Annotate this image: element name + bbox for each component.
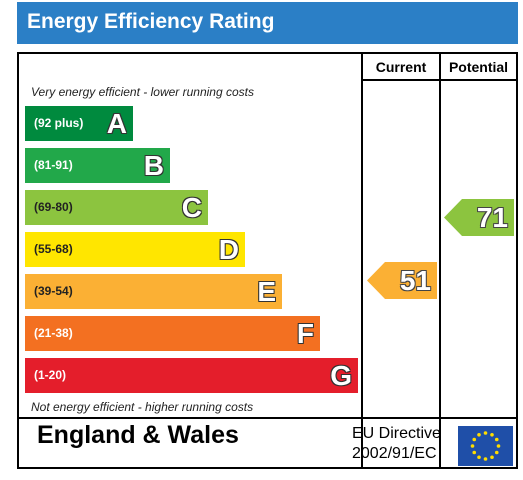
eu-star-icon [477,432,481,437]
potential-rating-arrow: 71 [444,199,514,236]
band-f: (21-38) F [25,316,320,351]
band-letter: A [106,108,127,139]
eu-flag-icon [458,426,513,466]
band-b: (81-91) B [25,148,170,183]
band-range-label: (69-80) [34,200,73,214]
potential-column-header: Potential [448,59,509,75]
divider-current [361,54,363,467]
eu-star-icon [496,444,501,448]
band-range-label: (39-54) [34,284,73,298]
band-a: (92 plus) A [25,106,133,141]
current-rating-value: 51 [399,265,431,296]
potential-arrow-shape [444,199,514,236]
current-arrow-shape [367,262,437,299]
current-column-header: Current [375,59,427,75]
directive-line-2: 2002/91/EC [352,445,437,462]
band-e: (39-54) E [25,274,282,309]
eu-directive: EU Directive 2002/91/EC [352,424,441,464]
band-letter: F [296,318,314,349]
divider-potential [439,54,441,467]
band-range-label: (21-38) [34,326,73,340]
eu-star-icon [472,450,477,455]
band-range-label: (81-91) [34,158,73,172]
bottom-caption: Not energy efficient - higher running co… [31,400,254,414]
top-caption: Very energy efficient - lower running co… [31,85,254,99]
eu-star-icon [470,444,475,448]
band-g: (1-20) G [25,358,358,393]
band-range-label: (55-68) [34,242,73,256]
rating-frame: Current Potential Very energy efficient … [17,52,518,469]
band-d: (55-68) D [25,232,245,267]
eu-star-icon [494,450,499,455]
eu-star-icon [472,437,477,442]
band-c: (69-80) C [25,190,208,225]
footer-rule [19,417,516,419]
band-range-label: (1-20) [34,368,67,382]
directive-line-1: EU Directive [352,425,441,442]
region-label: England & Wales [37,421,239,449]
eu-star-icon [490,455,494,460]
band-letter: E [257,276,276,307]
band-letter: G [330,360,352,391]
band-letter: B [143,150,164,181]
band-letter: D [218,234,239,265]
current-rating-arrow: 51 [367,262,437,299]
potential-rating-value: 71 [476,202,508,233]
chart-title: Energy Efficiency Rating [17,2,518,44]
header-rule [361,79,516,81]
band-letter: C [181,192,202,223]
band-range-label: (92 plus) [34,116,84,130]
eu-star-icon [483,457,488,461]
eu-star-icon [494,437,499,442]
eu-star-icon [490,432,494,437]
eu-star-icon [483,431,488,435]
eu-star-icon [477,455,481,460]
